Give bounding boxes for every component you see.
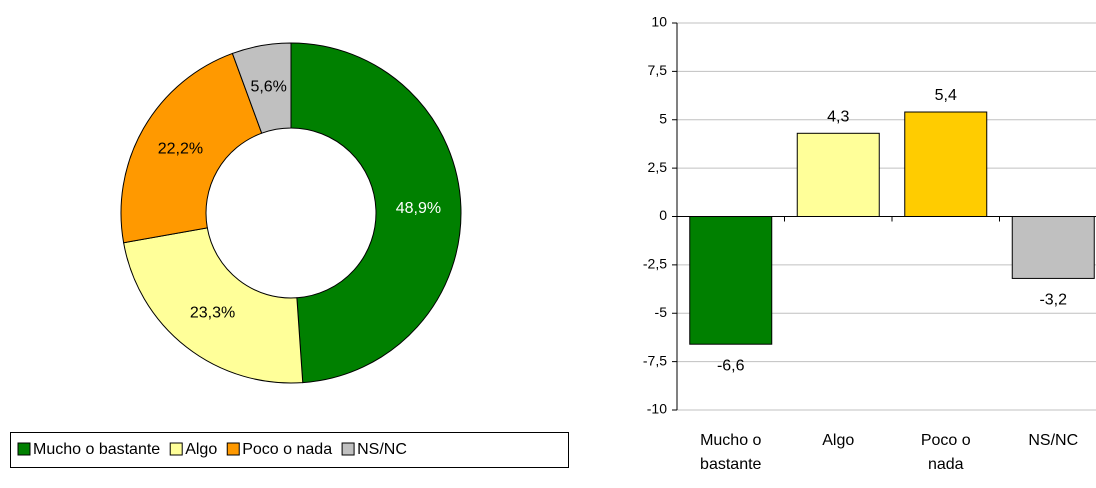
y-tick-label: 7,5 [648, 62, 668, 78]
y-tick-label: -10 [647, 401, 667, 417]
x-tick-line: Poco o [921, 432, 971, 449]
x-tick-line: Algo [822, 432, 854, 449]
legend-label: NS/NC [357, 441, 407, 458]
bar [904, 111, 988, 217]
x-tick-label: Algo [822, 432, 854, 449]
x-tick-line: bastante [700, 456, 761, 473]
y-tick-label: -5 [655, 304, 668, 320]
bar [796, 132, 880, 217]
bar [1011, 216, 1095, 279]
y-tick-label: 10 [651, 14, 667, 30]
x-tick-label: Mucho o bastante [700, 432, 761, 473]
legend-swatch [17, 442, 31, 456]
donut-slice [231, 42, 292, 134]
x-tick-line: Mucho o [700, 432, 761, 449]
x-tick-line: NS/NC [1028, 432, 1078, 449]
donut-slice [120, 52, 263, 244]
slice-label: 48,9% [396, 200, 441, 217]
donut-slice [123, 227, 304, 384]
legend-swatch [226, 442, 240, 456]
y-tick-label: 0 [659, 207, 667, 223]
slice-label: 23,3% [190, 305, 235, 322]
y-tick-label: -7,5 [643, 352, 667, 368]
value-label: -6,6 [717, 357, 745, 374]
x-tick-label: NS/NC [1028, 432, 1078, 449]
legend-label: Mucho o bastante [33, 441, 160, 458]
donut-slice [290, 42, 462, 384]
x-tick-label: Poco o nada [921, 432, 971, 473]
legend-label: Poco o nada [242, 441, 332, 458]
legend-box [10, 432, 569, 468]
slice-label: 5,6% [250, 79, 286, 96]
y-tick-label: 5 [659, 110, 667, 126]
value-label: -3,2 [1039, 292, 1067, 309]
x-tick-line: nada [928, 456, 964, 473]
value-label: 5,4 [935, 87, 957, 104]
slice-label: 22,2% [158, 141, 203, 158]
value-label: 4,3 [827, 109, 849, 126]
legend-swatch [169, 442, 183, 456]
legend-label: Algo [185, 441, 217, 458]
y-tick-label: -2,5 [643, 256, 667, 272]
legend-swatch [341, 442, 355, 456]
bar [689, 216, 773, 345]
y-tick-label: 2,5 [648, 159, 668, 175]
